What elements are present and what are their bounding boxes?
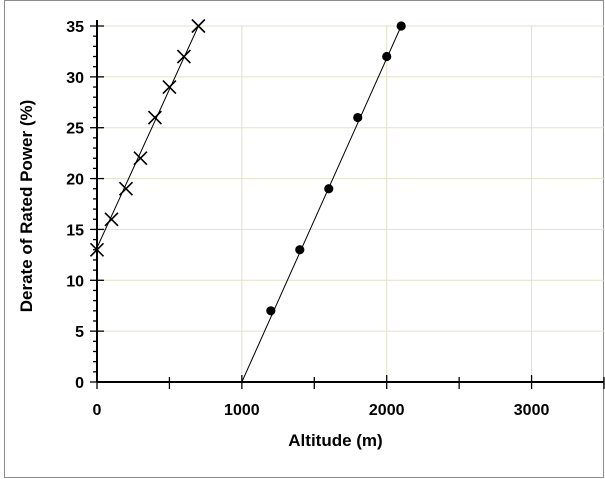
circle-marker-point: [324, 184, 334, 194]
axes: [90, 20, 605, 389]
series-1-fit-line: [96, 25, 199, 248]
data-points: [89, 18, 406, 316]
x-marker-point: [176, 49, 191, 64]
x-tick-label: 3000: [514, 402, 550, 419]
y-tick-label: 5: [75, 324, 84, 341]
circle-marker-point: [396, 21, 406, 31]
y-tick-label: 20: [66, 172, 84, 189]
circle-marker-point: [353, 112, 363, 123]
x-tick-label: 1000: [224, 402, 260, 419]
y-tick-label: 15: [66, 222, 84, 239]
fit-lines: [96, 25, 402, 383]
chart-frame: [4, 0, 604, 478]
y-tick-label: 10: [66, 273, 84, 290]
grid: [97, 25, 604, 382]
circle-marker-point: [382, 51, 392, 62]
series-2-fit-line: [241, 25, 402, 383]
x-marker-point: [104, 212, 119, 227]
x-tick-label: 2000: [369, 402, 405, 419]
y-tick-label: 35: [66, 19, 84, 36]
x-axis-title: Altitude (m): [288, 431, 382, 450]
y-tick-label: 0: [75, 375, 84, 392]
tick-labels: 0 5 10 15 20 25 30 35 0 1000 2000 3000: [66, 19, 549, 419]
y-tick-label: 25: [66, 121, 84, 138]
circle-marker-point: [295, 245, 305, 255]
x-marker-point: [162, 79, 177, 95]
x-marker-point: [147, 110, 163, 125]
x-marker-point: [133, 151, 148, 166]
circle-marker-point: [266, 306, 276, 316]
y-tick-label: 30: [66, 70, 84, 87]
y-axis-title: Derate of Rated Power (%): [17, 100, 36, 313]
x-tick-label: 0: [93, 402, 102, 419]
x-marker-point: [89, 242, 105, 257]
x-marker-point: [191, 18, 206, 34]
x-marker-point: [118, 181, 134, 196]
